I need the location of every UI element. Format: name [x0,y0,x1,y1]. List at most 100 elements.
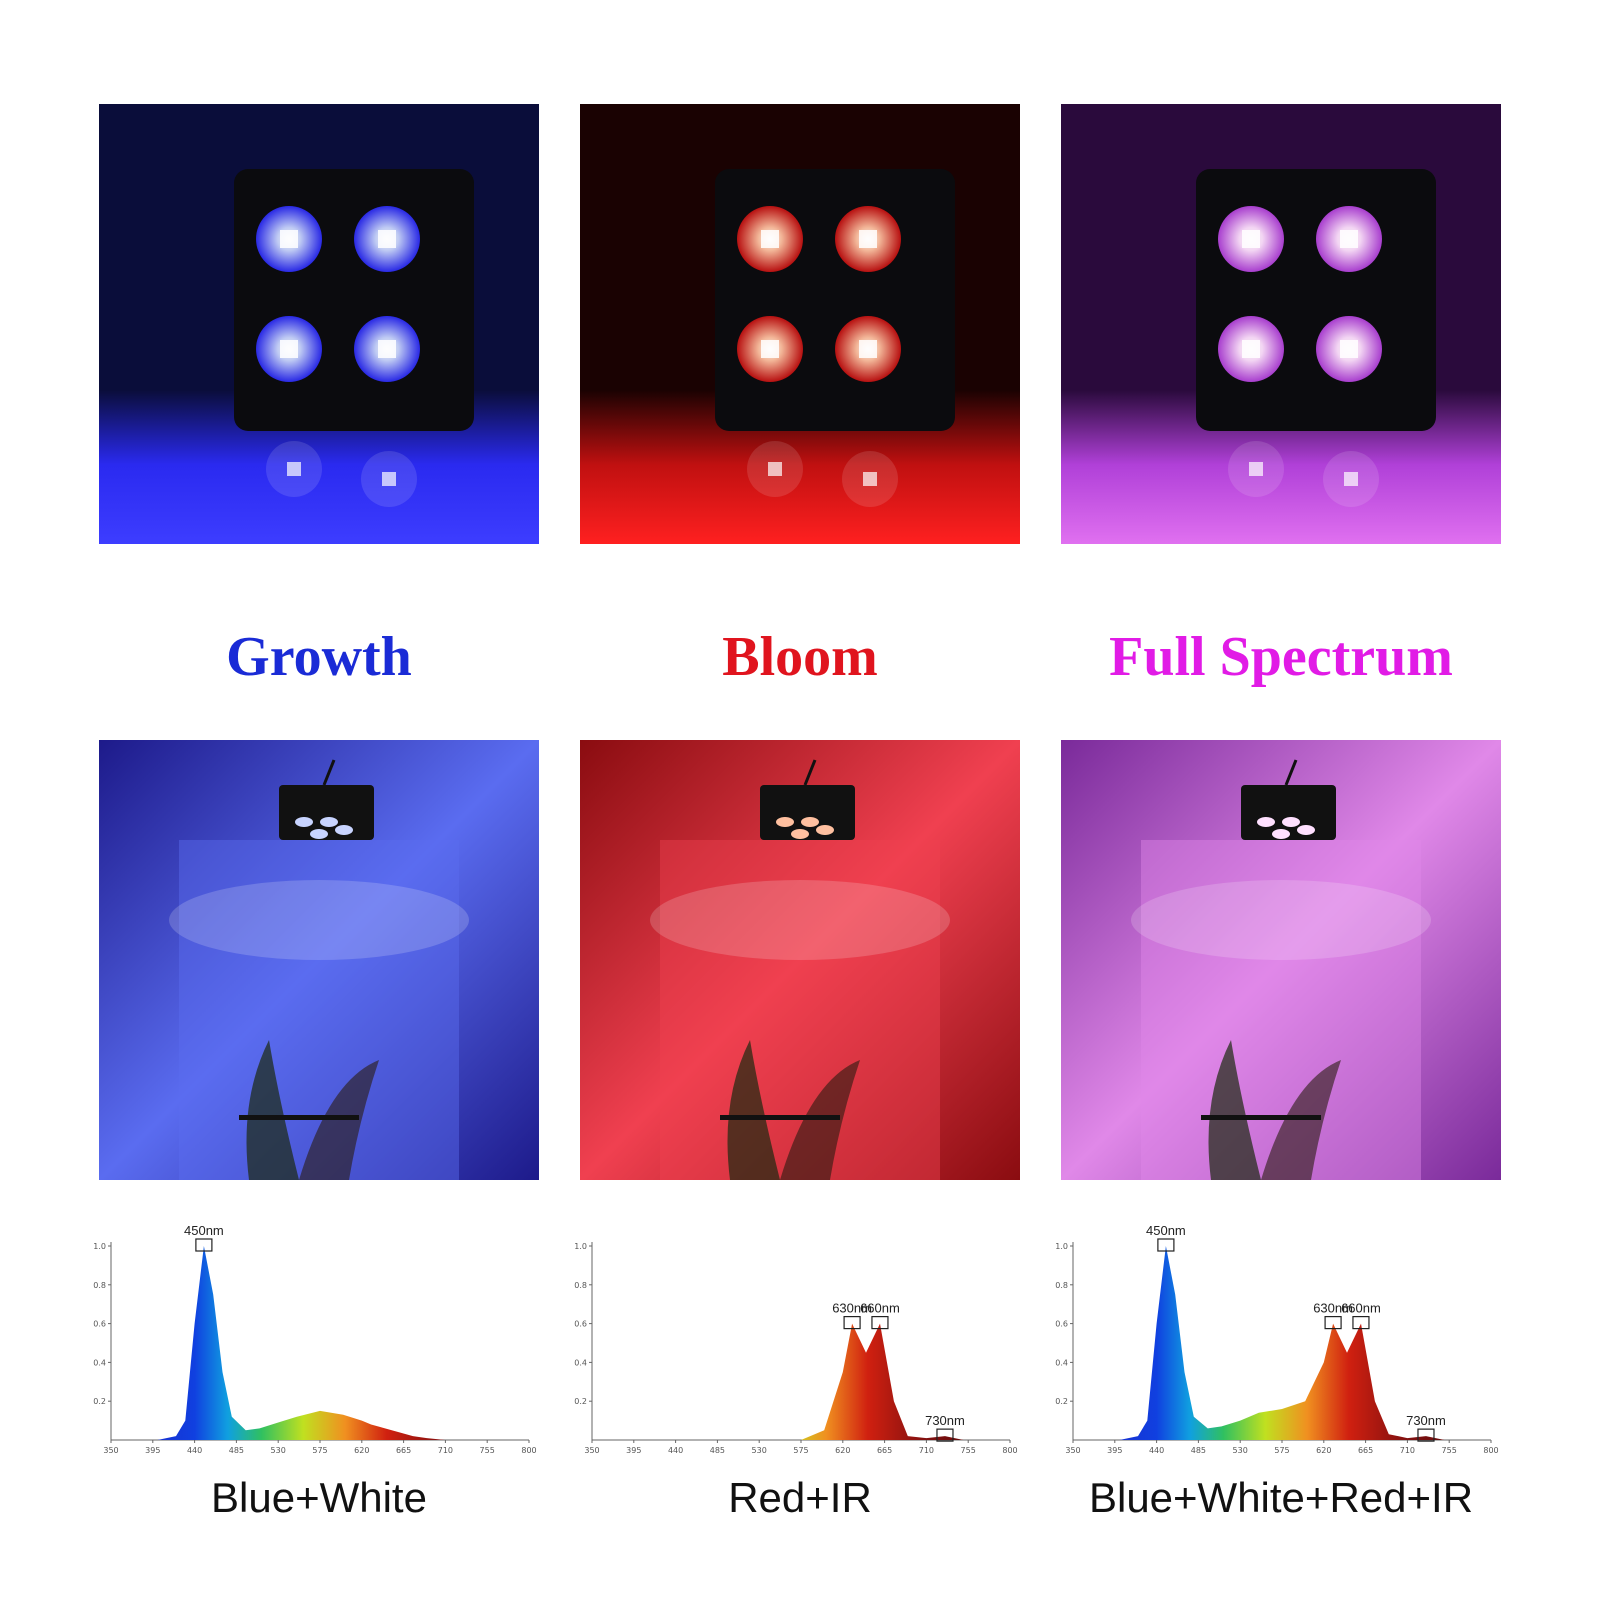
x-tick-label: 440 [1149,1446,1164,1455]
reflection-chip [382,472,396,486]
x-tick-label: 620 [1316,1446,1331,1455]
tent-lamp [320,817,338,827]
led-chip [859,230,877,248]
x-tick-label: 755 [1442,1446,1457,1455]
spectrum-chart: 0.2 0.4 0.6 0.8 1.0 350 395 440 485 530 575 620 665 7… [574,1242,1018,1455]
y-tick-label: 0.6 [93,1320,106,1329]
tent-lamp [1282,817,1300,827]
led-chip [1340,230,1358,248]
product-photo [99,104,539,544]
x-tick-label: 755 [961,1446,976,1455]
x-tick-label: 575 [793,1446,808,1455]
shelf [1201,1115,1321,1120]
peak-marker [195,1238,213,1252]
peak-marker [843,1315,861,1330]
y-tick-label: 0.2 [1055,1397,1068,1406]
light-pool [1131,880,1431,960]
y-tick-label: 1.0 [574,1242,587,1251]
y-tick-label: 1.0 [1055,1242,1068,1251]
tent-lamp [310,829,328,839]
peak-label: 450nm [184,1223,224,1238]
tent-back [1141,840,1421,1180]
x-tick-label: 530 [1233,1446,1248,1455]
plant [1208,1040,1261,1180]
led-chip [378,230,396,248]
peak-label: 660nm [1341,1301,1381,1316]
cable [803,759,817,786]
x-tick-label: 485 [229,1446,244,1455]
peak-marker [1352,1315,1370,1330]
y-tick-label: 0.8 [574,1281,587,1290]
x-tick-label: 575 [1274,1446,1289,1455]
tent-lamp [1297,825,1315,835]
shelf [720,1115,840,1120]
y-tick-label: 1.0 [93,1242,106,1251]
x-tick-label: 710 [1400,1446,1415,1455]
x-tick-label: 350 [584,1446,599,1455]
x-tick-label: 395 [1107,1446,1122,1455]
y-tick-label: 0.6 [574,1320,587,1329]
reflection-chip [768,462,782,476]
tent-lamp [816,825,834,835]
led-chip [761,340,779,358]
led-chip [859,340,877,358]
x-tick-label: 710 [919,1446,934,1455]
spectrum-area [1073,1246,1491,1440]
x-tick-label: 530 [752,1446,767,1455]
tent-lamp [335,825,353,835]
led-chip [280,340,298,358]
tent-lamp [801,817,819,827]
reflection-chip [1344,472,1358,486]
x-tick-label: 665 [1358,1446,1373,1455]
tent-lamp [1257,817,1275,827]
product-photo [580,104,1020,544]
mode-title: Full Spectrum [1109,626,1453,688]
mode-caption: Red+IR [728,1474,872,1521]
tent-photo [1061,740,1501,1180]
peak-marker [1157,1238,1175,1252]
mode-title: Bloom [722,626,878,688]
cable [1284,759,1298,786]
peak-marker [871,1315,889,1330]
fixture [1196,169,1436,431]
led-chip [761,230,779,248]
x-tick-label: 755 [480,1446,495,1455]
x-tick-label: 800 [1002,1446,1017,1455]
plant [727,1040,780,1180]
tent-lamp [295,817,313,827]
x-tick-label: 530 [271,1446,286,1455]
x-tick-label: 575 [312,1446,327,1455]
fixture [715,169,955,431]
y-tick-label: 0.8 [93,1281,106,1290]
y-tick-label: 0.8 [1055,1281,1068,1290]
led-chip [1340,340,1358,358]
mode-title: Growth [226,626,412,688]
led-chip [1242,340,1260,358]
x-tick-label: 485 [1191,1446,1206,1455]
peak-label: 730nm [1406,1413,1446,1428]
y-tick-label: 0.2 [93,1397,106,1406]
x-tick-label: 440 [187,1446,202,1455]
light-pool [650,880,950,960]
mode-caption: Blue+White [211,1474,427,1521]
x-tick-label: 440 [668,1446,683,1455]
tent-lamp [776,817,794,827]
peak-label: 630nm [832,1301,872,1316]
x-tick-label: 350 [103,1446,118,1455]
tent-photo [99,740,539,1180]
peak-label: 450nm [1146,1223,1186,1238]
peak-marker [936,1428,954,1442]
product-photo [1061,104,1501,544]
y-tick-label: 0.4 [574,1358,587,1367]
spectrum-chart: 0.2 0.4 0.6 0.8 1.0 350 395 440 485 530 575 620 665 7… [93,1223,536,1455]
fixture [234,169,474,431]
led-chip [378,340,396,358]
tent-lamp [791,829,809,839]
x-tick-label: 620 [354,1446,369,1455]
x-tick-label: 800 [521,1446,536,1455]
tent-photo [580,740,1020,1180]
x-tick-label: 395 [145,1446,160,1455]
shelf [239,1115,359,1120]
tent-back [179,840,459,1180]
